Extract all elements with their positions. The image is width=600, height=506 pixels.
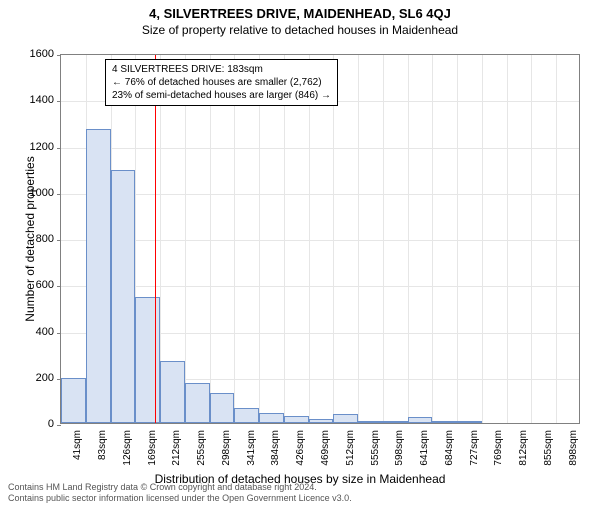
y-tick-label: 200	[14, 372, 54, 384]
gridline-v	[333, 55, 334, 423]
histogram-bar	[86, 129, 111, 423]
chart-container: 4 SILVERTREES DRIVE: 183sqm← 76% of deta…	[60, 54, 580, 424]
footer-line-2: Contains public sector information licen…	[8, 493, 352, 504]
y-tick-label: 0	[14, 418, 54, 430]
x-tick-label: 598sqm	[394, 430, 405, 480]
gridline-v	[383, 55, 384, 423]
gridline-v	[284, 55, 285, 423]
x-tick-label: 469sqm	[320, 430, 331, 480]
gridline-h	[61, 286, 579, 287]
gridline-v	[234, 55, 235, 423]
histogram-bar	[383, 421, 408, 423]
chart-subtitle: Size of property relative to detached ho…	[0, 23, 600, 37]
x-tick-label: 41sqm	[72, 430, 83, 480]
gridline-v	[309, 55, 310, 423]
y-tick-label: 1200	[14, 141, 54, 153]
x-tick-label: 212sqm	[171, 430, 182, 480]
y-tick-label: 1600	[14, 48, 54, 60]
gridline-v	[507, 55, 508, 423]
histogram-bar	[457, 421, 482, 423]
x-tick-label: 255sqm	[196, 430, 207, 480]
x-tick-label: 298sqm	[221, 430, 232, 480]
x-tick-label: 426sqm	[295, 430, 306, 480]
histogram-bar	[309, 419, 334, 423]
x-tick-label: 641sqm	[419, 430, 430, 480]
histogram-bar	[358, 421, 383, 423]
page-title: 4, SILVERTREES DRIVE, MAIDENHEAD, SL6 4Q…	[0, 6, 600, 21]
gridline-v	[531, 55, 532, 423]
gridline-v	[556, 55, 557, 423]
x-tick-label: 126sqm	[122, 430, 133, 480]
x-tick-label: 169sqm	[147, 430, 158, 480]
gridline-v	[457, 55, 458, 423]
histogram-bar	[135, 297, 160, 423]
x-tick-label: 555sqm	[370, 430, 381, 480]
x-tick-label: 684sqm	[444, 430, 455, 480]
y-tick-label: 400	[14, 326, 54, 338]
gridline-h	[61, 194, 579, 195]
x-tick-label: 83sqm	[97, 430, 108, 480]
footer-line-1: Contains HM Land Registry data © Crown c…	[8, 482, 352, 493]
histogram-bar	[61, 378, 86, 423]
x-tick-label: 512sqm	[345, 430, 356, 480]
gridline-h	[61, 148, 579, 149]
annotation-line: 23% of semi-detached houses are larger (…	[112, 89, 331, 102]
y-tick-label: 1400	[14, 94, 54, 106]
footer-attribution: Contains HM Land Registry data © Crown c…	[8, 482, 352, 504]
y-axis-label: Number of detached properties	[23, 156, 37, 321]
histogram-bar	[234, 408, 259, 423]
gridline-v	[432, 55, 433, 423]
histogram-bar	[210, 393, 235, 423]
annotation-line: 4 SILVERTREES DRIVE: 183sqm	[112, 63, 331, 76]
histogram-bar	[408, 417, 433, 423]
histogram-bar	[284, 416, 309, 423]
histogram-bar	[111, 170, 136, 423]
annotation-box: 4 SILVERTREES DRIVE: 183sqm← 76% of deta…	[105, 59, 338, 106]
x-tick-label: 812sqm	[518, 430, 529, 480]
histogram-bar	[432, 421, 457, 423]
histogram-bar	[333, 414, 358, 423]
annotation-line: ← 76% of detached houses are smaller (2,…	[112, 76, 331, 89]
histogram-bar	[185, 383, 210, 423]
plot-area: 4 SILVERTREES DRIVE: 183sqm← 76% of deta…	[60, 54, 580, 424]
x-tick-label: 384sqm	[270, 430, 281, 480]
x-tick-label: 341sqm	[246, 430, 257, 480]
x-tick-label: 855sqm	[543, 430, 554, 480]
gridline-v	[210, 55, 211, 423]
gridline-v	[259, 55, 260, 423]
gridline-h	[61, 240, 579, 241]
gridline-v	[408, 55, 409, 423]
gridline-v	[185, 55, 186, 423]
gridline-v	[358, 55, 359, 423]
histogram-bar	[259, 413, 284, 423]
x-tick-label: 898sqm	[568, 430, 579, 480]
gridline-v	[482, 55, 483, 423]
reference-line	[155, 55, 156, 423]
histogram-bar	[160, 361, 185, 423]
x-tick-label: 727sqm	[469, 430, 480, 480]
x-tick-label: 769sqm	[493, 430, 504, 480]
